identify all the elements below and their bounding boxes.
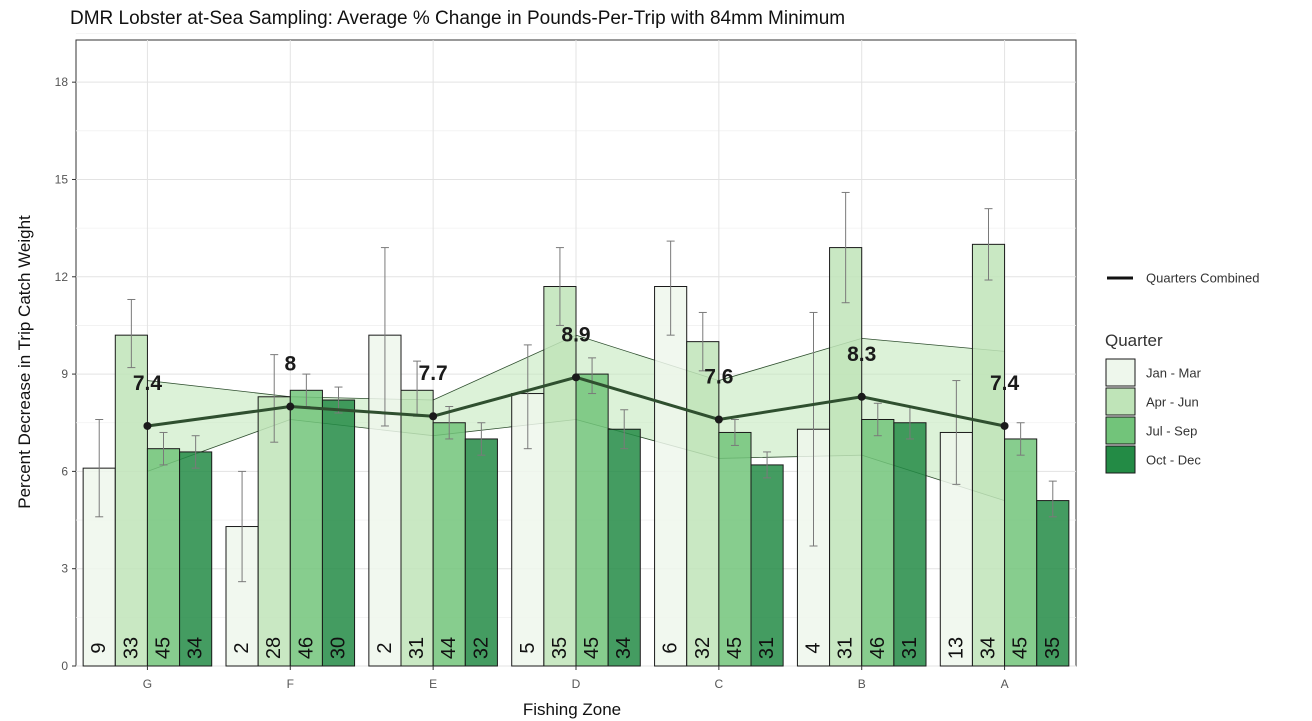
bars — [82, 191, 1070, 667]
legend-swatch — [1105, 445, 1136, 474]
combined-value-label: 8.3 — [847, 343, 876, 366]
bar — [179, 451, 213, 667]
sample-size-label: 5 — [517, 642, 539, 653]
combined-value-label: 7.6 — [704, 365, 733, 388]
y-tick-label: 3 — [61, 562, 68, 576]
sample-size-label: 46 — [295, 637, 317, 659]
bar — [861, 418, 895, 667]
bar — [1004, 438, 1038, 667]
sample-size-label: 31 — [756, 637, 778, 659]
sample-size-label: 32 — [692, 637, 714, 659]
x-axis-title: Fishing Zone — [523, 700, 621, 719]
y-tick-label: 12 — [55, 270, 69, 284]
combined-point — [286, 402, 295, 411]
combined-point — [429, 412, 438, 421]
legend-swatch — [1105, 416, 1136, 445]
axes: 0 3 6 9 12 15 18 G F E D C B A — [55, 75, 1009, 691]
bar — [829, 247, 863, 667]
combined-value-label: 7.4 — [990, 372, 1020, 395]
bar — [971, 243, 1006, 667]
legend-label: Oct - Dec — [1146, 453, 1201, 468]
bar — [321, 399, 356, 667]
sample-size-label: 30 — [328, 637, 350, 659]
combined-value-label: 8 — [284, 353, 296, 376]
combined-line — [143, 373, 1009, 430]
x-tick-label: D — [572, 677, 581, 691]
x-tick-label: E — [429, 677, 437, 691]
bar — [543, 286, 577, 667]
sample-size-label: 34 — [613, 637, 635, 659]
y-tick-label: 6 — [61, 464, 68, 478]
bar — [1036, 500, 1070, 667]
sample-size-label: 35 — [1042, 637, 1064, 659]
sample-size-label: 33 — [120, 637, 142, 659]
legend-label: Jan - Mar — [1146, 366, 1202, 381]
sample-size-label: 46 — [867, 637, 889, 659]
x-tick-label: G — [143, 677, 152, 691]
sample-size-label: 44 — [438, 637, 460, 659]
sample-size-label: 31 — [406, 637, 428, 659]
bar — [893, 422, 927, 667]
sample-size-label: 31 — [835, 637, 857, 659]
bar — [289, 389, 323, 667]
bar — [654, 286, 688, 667]
chart-title: DMR Lobster at-Sea Sampling: Average % C… — [70, 8, 845, 29]
legend-swatch — [1105, 387, 1136, 416]
legend-label: Apr - Jun — [1146, 395, 1199, 410]
x-tick-label: F — [287, 677, 294, 691]
sample-size-label: 45 — [153, 637, 175, 659]
sample-size-label: 32 — [470, 637, 492, 659]
sample-size-label: 45 — [1010, 637, 1032, 659]
bar — [146, 448, 181, 667]
combined-point — [714, 415, 723, 424]
bar — [464, 438, 498, 667]
sample-size-label: 9 — [88, 642, 110, 653]
combined-point — [1000, 421, 1009, 430]
legend: Quarters Combined Quarter Jan - Mar Apr - J… — [1105, 271, 1259, 474]
bar — [575, 373, 609, 667]
legend-swatch — [1105, 358, 1136, 387]
bar — [750, 464, 784, 667]
sample-size-label: 4 — [803, 642, 825, 653]
combined-value-label: 7.7 — [419, 362, 448, 385]
sample-size-label: 6 — [660, 642, 682, 653]
sample-size-label: 45 — [724, 637, 746, 659]
x-tick-label: A — [1001, 677, 1009, 691]
combined-point — [857, 392, 866, 401]
legend-combined-label: Quarters Combined — [1146, 271, 1259, 286]
sample-size-label: 13 — [945, 637, 967, 659]
sample-size-label: 34 — [978, 637, 1000, 659]
y-tick-label: 9 — [61, 367, 68, 381]
legend-label: Jul - Sep — [1146, 424, 1197, 439]
y-tick-label: 0 — [61, 659, 68, 673]
sample-size-label: 2 — [231, 642, 253, 653]
x-tick-label: B — [858, 677, 866, 691]
sample-size-label: 28 — [263, 637, 285, 659]
y-axis-title: Percent Decrease in Trip Catch Weight — [15, 215, 34, 509]
bar — [686, 341, 720, 667]
sample-size-label: 31 — [899, 637, 921, 659]
bar — [607, 428, 641, 667]
combined-point — [572, 373, 580, 382]
sample-size-label: 45 — [581, 637, 603, 659]
sample-size-label: 2 — [374, 642, 396, 653]
bar — [114, 334, 148, 667]
combined-value-label: 8.9 — [561, 323, 590, 346]
combined-value-label: 7.4 — [133, 372, 163, 395]
bar — [718, 431, 752, 667]
x-tick-label: C — [715, 677, 724, 691]
labels: 9 2 2 5 6 4 13 33 28 31 35 32 31 34 45 46 44 45 45 46 45 34 30… — [88, 323, 1064, 659]
y-tick-label: 18 — [55, 75, 69, 89]
legend-title: Quarter — [1105, 331, 1163, 350]
bar — [400, 389, 434, 667]
y-tick-label: 15 — [55, 172, 69, 186]
sample-size-label: 34 — [185, 637, 207, 659]
sample-size-label: 35 — [549, 637, 571, 659]
combined-point — [143, 421, 152, 430]
bar — [432, 422, 466, 667]
